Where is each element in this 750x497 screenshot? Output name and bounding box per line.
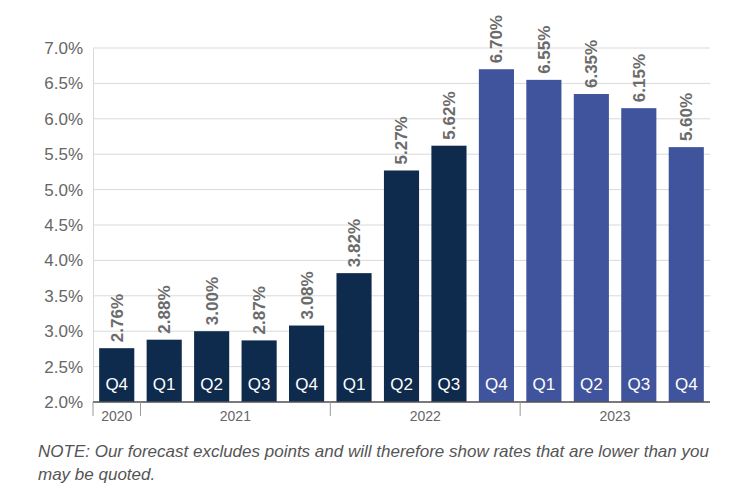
group-label: 2023 <box>599 408 630 424</box>
group-label: 2022 <box>410 408 441 424</box>
bar <box>289 326 324 402</box>
x-tick: Q3 <box>248 375 271 394</box>
data-label: 2.87% <box>250 286 269 334</box>
data-label: 3.82% <box>345 219 364 267</box>
grid-line <box>93 48 710 49</box>
y-tick-label: 3.0% <box>44 322 83 341</box>
grid-line <box>93 83 710 84</box>
x-tick: Q4 <box>105 375 128 394</box>
y-tick: 2.0% <box>44 393 93 412</box>
grid <box>93 48 710 402</box>
x-tick-label: Q1 <box>533 375 556 394</box>
bar <box>431 146 466 402</box>
bar <box>147 340 182 402</box>
y-tick: 5.0% <box>44 181 93 200</box>
y-tick: 3.5% <box>44 287 93 306</box>
x-tick: Q2 <box>390 375 413 394</box>
data-label: 6.55% <box>535 26 554 74</box>
y-tick: 5.5% <box>44 145 93 164</box>
x-tick-label: Q4 <box>105 375 128 394</box>
y-tick: 4.0% <box>44 251 93 270</box>
x-tick-label: Q4 <box>675 375 698 394</box>
y-tick-label: 4.0% <box>44 251 83 270</box>
x-tick: Q2 <box>580 375 603 394</box>
y-tick-label: 2.0% <box>44 393 83 412</box>
data-label: 5.60% <box>677 93 696 141</box>
bar <box>479 69 514 402</box>
bar <box>574 94 609 402</box>
y-tick-label: 4.5% <box>44 216 83 235</box>
y-tick-label: 2.5% <box>44 358 83 377</box>
data-label: 6.15% <box>630 54 649 102</box>
x-tick: Q1 <box>343 375 366 394</box>
x-tick: Q4 <box>485 375 508 394</box>
y-tick-label: 5.5% <box>44 145 83 164</box>
data-label: 3.00% <box>203 277 222 325</box>
data-label: 3.08% <box>298 271 317 319</box>
y-axis-line <box>93 49 94 403</box>
bar <box>336 273 371 402</box>
y-tick-label: 6.0% <box>44 110 83 129</box>
x-axis: Q4 Q1 Q2 Q3 Q4 Q1 Q2 Q3 Q4 Q1 Q2 Q3 Q4 <box>93 375 710 402</box>
y-tick-label: 7.0% <box>44 39 83 58</box>
x-tick: Q4 <box>295 375 318 394</box>
bar <box>194 331 229 402</box>
x-tick-label: Q3 <box>438 375 461 394</box>
group-label: 2020 <box>101 408 132 424</box>
x-tick: Q3 <box>627 375 650 394</box>
y-tick-label: 3.5% <box>44 287 83 306</box>
x-tick: Q3 <box>438 375 461 394</box>
y-tick: 6.5% <box>44 74 93 93</box>
x-tick-label: Q4 <box>295 375 318 394</box>
grid-line <box>93 402 710 403</box>
group-separator <box>330 402 331 416</box>
y-tick-label: 6.5% <box>44 74 83 93</box>
y-tick-label: 5.0% <box>44 181 83 200</box>
bar <box>669 147 704 402</box>
data-label: 6.35% <box>582 40 601 88</box>
bar <box>526 80 561 402</box>
data-label: 2.88% <box>155 285 174 333</box>
x-tick: Q1 <box>153 375 176 394</box>
bar <box>621 108 656 402</box>
y-axis: 2.0% 2.5% 3.0% 3.5% 4.0% 4.5% 5.0% 5.5% 6.0% 6.5%… <box>44 39 93 412</box>
group-separator <box>520 402 521 416</box>
y-tick: 6.0% <box>44 110 93 129</box>
bar <box>384 170 419 402</box>
y-tick: 2.5% <box>44 358 93 377</box>
group-label: 2021 <box>220 408 251 424</box>
x-tick-label: Q4 <box>485 375 508 394</box>
y-tick: 3.0% <box>44 322 93 341</box>
chart: 2.0% 2.5% 3.0% 3.5% 4.0% 4.5% 5.0% 5.5% 6.0% 6.5%… <box>0 0 750 497</box>
x-tick: Q2 <box>200 375 223 394</box>
group-separator <box>140 402 141 416</box>
x-tick-label: Q2 <box>200 375 223 394</box>
x-tick: Q4 <box>675 375 698 394</box>
bar <box>99 348 134 402</box>
data-label: 5.62% <box>440 92 459 140</box>
data-label: 2.76% <box>108 294 127 342</box>
x-tick-label: Q3 <box>627 375 650 394</box>
x-tick-label: Q2 <box>390 375 413 394</box>
x-tick-label: Q2 <box>580 375 603 394</box>
x-tick-label: Q3 <box>248 375 271 394</box>
x-axis-line <box>93 401 710 403</box>
note: NOTE: Our forecast excludes points and w… <box>38 440 738 486</box>
data-labels: 2.76% 2.88% 3.00% 2.87% 3.08% 3.82% 5.27% 5.62%… <box>108 15 697 342</box>
bars <box>99 69 704 402</box>
data-label: 5.27% <box>392 116 411 164</box>
year-groups: 2020 2021 2022 2023 <box>93 402 631 424</box>
x-tick: Q1 <box>533 375 556 394</box>
data-label: 6.70% <box>487 15 506 63</box>
y-tick: 4.5% <box>44 216 93 235</box>
x-tick-label: Q1 <box>343 375 366 394</box>
group-separator <box>93 402 94 416</box>
y-tick: 7.0% <box>44 39 93 58</box>
x-tick-label: Q1 <box>153 375 176 394</box>
bar <box>242 340 277 402</box>
